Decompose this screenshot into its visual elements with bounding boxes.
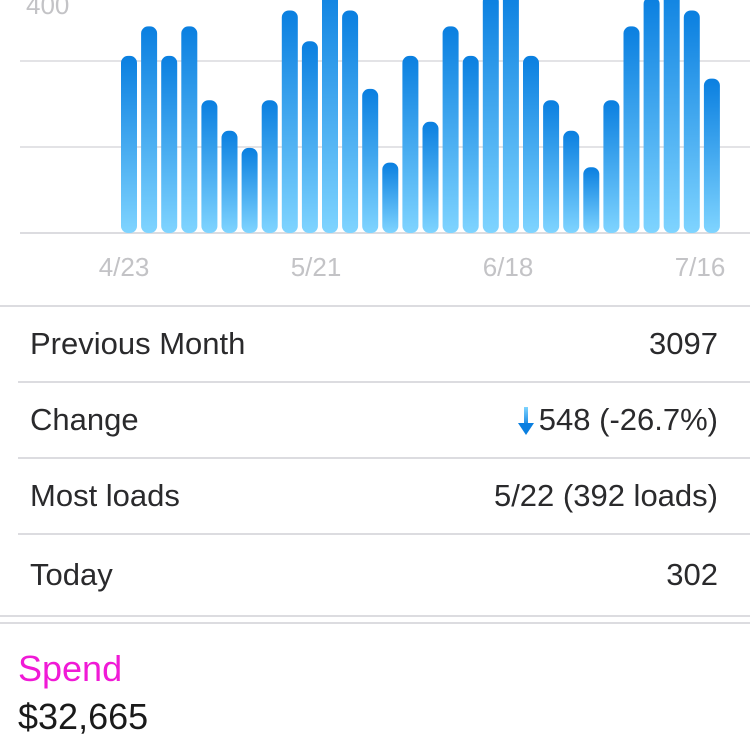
chart-bar [482,0,499,233]
stat-row-today: Today 302 [0,535,750,617]
chart-bar [623,26,640,234]
chart-bar [563,130,580,233]
chart-bar [241,147,258,233]
previous-month-label: Previous Month [30,326,246,361]
change-label: Change [30,402,139,437]
chart-bar [462,55,479,234]
chart-bar [362,88,379,234]
loads-bar-chart: 400 4/23 5/21 6/18 7/16 [20,0,750,282]
down-arrow-icon [517,407,534,435]
today-value: 302 [666,557,718,592]
chart-bar [342,10,359,233]
change-value-group: 548 (-26.7%) [515,402,718,438]
chart-bar [523,55,539,234]
stat-row-previous-month: Previous Month 3097 [18,307,750,383]
chart-bar [322,0,338,233]
chart-bar [442,26,459,234]
chart-bar [603,100,620,233]
chart-bar [141,26,158,234]
most-loads-value: 5/22 (392 loads) [493,478,718,513]
stat-row-change: Change 548 (-26.7%) [18,383,750,459]
chart-bar [502,0,519,233]
chart-bar [281,10,298,233]
chart-bar [683,10,700,233]
chart-bar [663,0,680,233]
x-tick-label: 7/16 [675,252,726,282]
stat-row-most-loads: Most loads 5/22 (392 loads) [18,459,750,535]
x-tick-label: 6/18 [483,252,534,282]
chart-bar [121,55,137,234]
stats-list: Previous Month 3097 Change 548 (-26.7%) … [0,305,750,617]
chart-bar [161,55,178,234]
chart-bar [301,41,318,234]
chart-bar [261,100,278,233]
chart-bar [643,0,660,233]
chart-bar [201,100,218,233]
most-loads-label: Most loads [30,478,180,513]
loads-chart: 400 4/23 5/21 6/18 7/16 [0,0,750,305]
previous-month-value: 3097 [649,326,718,361]
spend-value: $32,665 [18,696,149,737]
chart-bar [181,26,198,234]
x-tick-label: 5/21 [291,252,342,282]
chart-bar [402,55,419,234]
chart-bar [422,121,439,233]
change-value: 548 (-26.7%) [538,402,718,437]
chart-bar [382,162,399,233]
chart-bar [703,78,720,233]
chart-bar [221,130,238,233]
spend-title: Spend [18,648,123,689]
today-label: Today [30,557,113,592]
chart-bar [583,167,600,233]
x-tick-label: 4/23 [99,252,150,282]
chart-bar [543,100,560,233]
spend-section: Spend $32,665 [0,622,750,752]
y-tick-label: 400 [26,0,69,20]
